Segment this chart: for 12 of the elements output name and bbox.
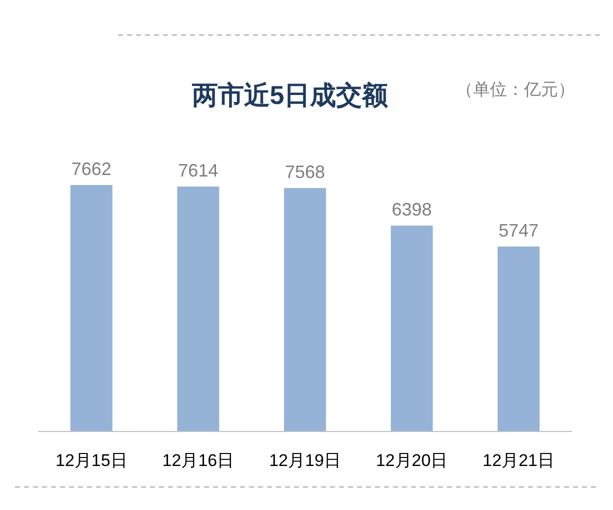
annotation: （单位：亿元） — [456, 80, 575, 99]
data-label: 7662 — [71, 159, 112, 179]
x-tick-label: 12月21日 — [482, 451, 555, 470]
x-tick-label: 12月20日 — [376, 451, 448, 470]
x-tick-label: 12月19日 — [269, 451, 341, 470]
x-tick-label: 12月15日 — [55, 451, 128, 470]
data-label: 7568 — [284, 162, 326, 182]
data-label: 6398 — [392, 200, 432, 220]
data-label: 7614 — [178, 160, 218, 181]
title: 两市近5日成交额 — [192, 80, 388, 110]
x-tick-label: 12月16日 — [162, 451, 234, 470]
data-label: 5747 — [498, 220, 539, 240]
